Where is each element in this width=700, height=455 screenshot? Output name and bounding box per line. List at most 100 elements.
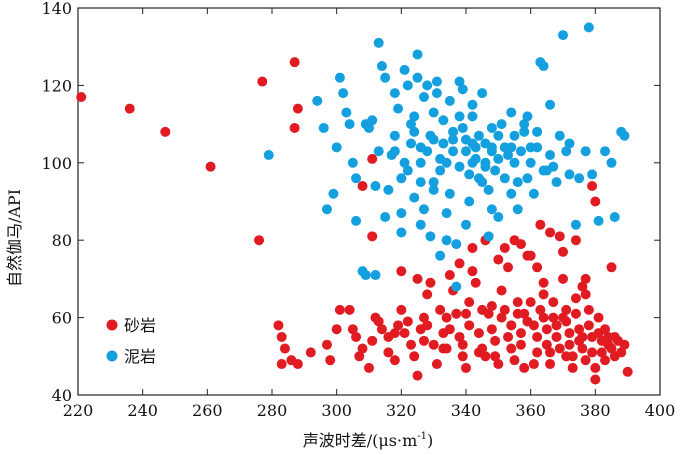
mudstone-point	[564, 138, 575, 149]
mudstone-point	[561, 146, 572, 157]
mudstone-point	[454, 111, 465, 122]
mudstone-point	[441, 208, 452, 219]
sandstone-point	[532, 331, 543, 342]
mudstone-point	[451, 239, 462, 250]
sandstone-point	[477, 304, 488, 315]
x-tick-label: 280	[257, 401, 288, 420]
sandstone-point	[289, 122, 300, 133]
sandstone-point	[519, 362, 530, 373]
sandstone-point	[486, 300, 497, 311]
sandstone-point	[606, 343, 617, 354]
sandstone-point	[590, 374, 601, 385]
sandstone-point	[461, 308, 471, 319]
mudstone-point	[545, 99, 556, 110]
mudstone-point	[493, 130, 504, 141]
mudstone-point	[593, 215, 604, 226]
sandstone-point	[428, 339, 439, 350]
sandstone-point	[205, 161, 216, 172]
legend-marker-sandstone	[106, 319, 118, 331]
y-tick-label: 140	[41, 0, 72, 18]
mudstone-point	[486, 204, 497, 215]
mudstone-point	[389, 130, 400, 141]
mudstone-point	[389, 88, 400, 99]
sandstone-point	[541, 339, 552, 350]
sandstone-point	[444, 270, 455, 281]
sandstone-point	[467, 242, 478, 253]
mudstone-point	[538, 61, 549, 72]
sandstone-point	[535, 219, 546, 230]
mudstone-point	[512, 177, 523, 188]
sandstone-point	[564, 328, 575, 339]
sandstone-point	[583, 320, 594, 331]
mudstone-point	[473, 130, 484, 141]
mudstone-point	[519, 119, 530, 130]
mudstone-point	[574, 173, 585, 184]
mudstone-point	[399, 157, 410, 168]
mudstone-point	[415, 177, 426, 188]
mudstone-point	[347, 157, 358, 168]
mudstone-point	[380, 211, 391, 222]
mudstone-point	[619, 130, 630, 141]
mudstone-point	[312, 95, 323, 106]
mudstone-point	[538, 165, 549, 176]
sandstone-point	[580, 273, 591, 284]
mudstone-point	[428, 177, 439, 188]
sandstone-point	[389, 355, 400, 366]
mudstone-point	[415, 219, 426, 230]
legend-label-sandstone: 砂岩	[124, 316, 156, 335]
sandstone-point	[570, 235, 581, 246]
sandstone-point	[470, 277, 481, 288]
y-tick-label: 60	[52, 309, 72, 328]
sandstone-point	[554, 343, 565, 354]
sandstone-point	[373, 316, 384, 327]
sandstone-point	[515, 339, 526, 350]
mudstone-point	[483, 184, 494, 195]
sandstone-point	[490, 335, 501, 346]
mudstone-point	[438, 138, 449, 149]
sandstone-point	[457, 351, 468, 362]
sandstone-point	[564, 339, 575, 350]
sandstone-point	[515, 328, 526, 339]
sandstone-point	[376, 324, 387, 335]
sandstone-point	[574, 324, 585, 335]
sandstone-point	[590, 196, 601, 207]
sandstone-point	[399, 328, 410, 339]
mudstone-point	[448, 126, 459, 137]
legend-marker-mudstone	[106, 350, 118, 362]
sandstone-point	[587, 347, 598, 358]
sandstone-point	[558, 273, 568, 284]
sandstone-point	[551, 331, 562, 342]
mudstone-point	[490, 165, 501, 176]
mudstone-point	[515, 146, 526, 157]
mudstone-point	[499, 173, 510, 184]
mudstone-point	[506, 188, 517, 199]
mudstone-point	[373, 146, 384, 157]
sandstone-point	[418, 312, 429, 323]
sandstone-point	[464, 320, 475, 331]
mudstone-point	[321, 204, 332, 215]
mudstone-point	[360, 270, 371, 281]
sandstone-point	[473, 328, 484, 339]
mudstone-point	[548, 161, 559, 172]
mudstone-point	[506, 107, 517, 118]
x-tick-label: 300	[321, 401, 352, 420]
sandstone-point	[389, 328, 400, 339]
sandstone-point	[325, 355, 336, 366]
sandstone-point	[422, 289, 433, 300]
x-tick-label: 360	[515, 401, 546, 420]
mudstone-point	[587, 169, 598, 180]
mudstone-point	[583, 22, 594, 33]
sandstone-point	[545, 227, 556, 238]
mudstone-point	[351, 215, 362, 226]
y-tick-label: 40	[52, 386, 72, 405]
mudstone-point	[412, 49, 423, 60]
x-tick-label: 340	[451, 401, 482, 420]
sandstone-point	[583, 304, 594, 315]
sandstone-point	[496, 312, 507, 323]
x-tick-label: 380	[580, 401, 611, 420]
mudstone-point	[512, 204, 523, 215]
mudstone-point	[418, 204, 429, 215]
sandstone-point	[558, 246, 568, 257]
sandstone-point	[570, 308, 581, 319]
mudstone-point	[519, 126, 530, 137]
